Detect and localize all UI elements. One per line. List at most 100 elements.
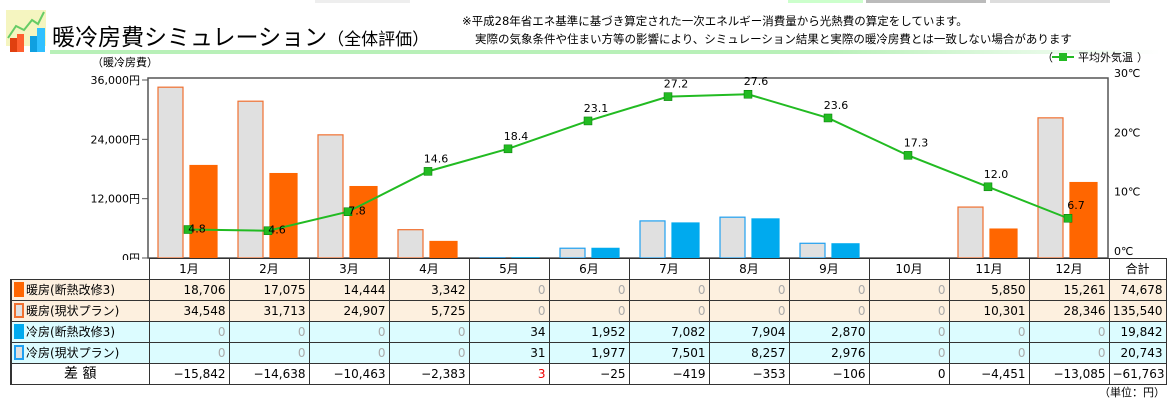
table-cell: 0 [308,342,390,364]
legend-label: 平均外気温 [1078,50,1133,64]
bar-冷房(現状プラン) [799,242,826,259]
bar-冷房(現状プラン) [719,216,746,259]
table-cell: 0 [628,279,710,301]
temperature-point [983,182,993,192]
bar-冷房(断熱改修3) [591,247,620,259]
column-header: 1月 [148,258,230,280]
y2-tick-label: 0℃ [1114,245,1133,258]
row-label-text: 暖房(現状プラン) [26,304,120,318]
table-cell: 34,548 [148,300,230,322]
table-cell: −106 [788,363,870,385]
table-cell: 0 [948,342,1030,364]
table-cell: 0 [308,321,390,343]
row-label: 冷房(断熱改修3) [10,321,150,343]
table-cell: 5,725 [388,300,470,322]
table-cell: 0 [548,279,630,301]
row-label-text: 冷房(断熱改修3) [26,325,115,339]
row-label: 暖房(断熱改修3) [10,279,150,301]
row-label: 暖房(現状プラン) [10,300,150,322]
table-cell: 7,082 [628,321,710,343]
column-header: 2月 [228,258,310,280]
temperature-point [503,144,513,154]
table-cell: 0 [228,342,310,364]
top-tab[interactable] [990,0,1110,3]
bar-冷房(断熱改修3) [751,218,780,259]
table-cell: 0 [788,300,870,322]
temperature-line [187,93,1069,232]
note-line-1: ※平成28年省エネ基準に基づき算定された一次エネルギー消費量から光熱費の算定をし… [462,14,968,28]
temperature-point [343,207,353,216]
y-tick-label: 0円 [122,252,140,260]
table-cell: 8,257 [708,342,790,364]
legend-paren-open: （ [1042,51,1053,64]
bar-暖房(現状プラン) [317,134,344,259]
table-cell: 28,346 [1028,300,1110,322]
table-cell: 7,904 [708,321,790,343]
column-header: 合計 [1108,258,1167,280]
table-cell: 0 [468,300,550,322]
table-cell: 5,850 [948,279,1030,301]
table-cell: 19,842 [1108,321,1167,343]
table-cell: 3,342 [388,279,470,301]
title-text: 暖冷房費シミュレーション [52,25,328,51]
table-row: 暖房(現状プラン) 34,548 31,713 24,907 5,725 0 0 0 0 0 0 10… [10,300,1167,322]
table-cell: 0 [468,279,550,301]
table-cell: 0 [388,342,470,364]
y-axis-title: （暖冷房費） [92,55,158,69]
column-header: 9月 [788,258,870,280]
temperature-label: 27.6 [744,75,769,88]
temperature-point [183,225,193,234]
top-tab[interactable] [866,0,986,3]
top-tab[interactable] [788,0,863,3]
table-row: 冷房(現状プラン) 0 0 0 0 31 1,977 7,501 8,257 2,976 0 0 0 20… [10,342,1167,364]
table-cell: 1,952 [548,321,630,343]
legend-swatch [14,282,24,297]
temperature-label: 27.2 [664,78,689,91]
y2-tick-label: 30℃ [1114,67,1140,80]
table-cell: 0 [868,321,950,343]
row-label-text: 暖房(断熱改修3) [26,283,115,297]
temperature-label: 17.3 [904,136,929,149]
temperature-label: 18.4 [504,130,529,143]
column-header: 6月 [548,258,630,280]
data-table: 1月 2月 3月 4月 5月 6月 7月 8月 9月 10月 11月 12月 合計 暖房(断熱改修3) 18… [10,258,1167,385]
table-cell: 0 [788,279,870,301]
table-cell: 2,976 [788,342,870,364]
temperature-label: 12.0 [984,168,1009,181]
table-cell: 7,501 [628,342,710,364]
row-label-text: 冷房(現状プラン) [26,346,120,360]
legend-marker [1059,53,1067,61]
table-cell: −353 [708,363,790,385]
legend-paren-close: ） [1137,51,1148,64]
temperature-label: 6.7 [1067,199,1085,212]
table-cell: 0 [708,279,790,301]
table-cell: −25 [548,363,630,385]
table-cell: 20,743 [1108,342,1167,364]
temperature-point [663,92,673,101]
temperature-point [263,226,273,235]
top-tab[interactable] [315,0,410,3]
bar-暖房(断熱改修3) [269,172,298,259]
table-cell: 0 [868,363,950,385]
temperature-point [1063,213,1073,223]
bar-暖房(現状プラン) [157,86,184,259]
table-cell: 0 [628,300,710,322]
y2-tick-label: 20℃ [1114,126,1140,139]
table-cell: 18,706 [148,279,230,301]
table-row: 冷房(断熱改修3) 0 0 0 0 34 1,952 7,082 7,904 2,870 0 0 0 19… [10,321,1167,343]
column-header: 7月 [628,258,710,280]
table-cell: −61,763 [1108,363,1167,385]
table-row: 差 額 −15,842 −14,638 −10,463 −2,383 3 −25 −419 −3… [10,363,1167,385]
table-cell: 0 [388,321,470,343]
column-header: 12月 [1028,258,1110,280]
temperature-point [903,151,913,160]
temperature-label: 4.6 [268,224,286,237]
temperature-label: 14.6 [424,152,449,165]
table-cell: 1,977 [548,342,630,364]
temperature-label: 23.1 [584,102,609,115]
table-cell: −2,383 [388,363,470,385]
note-line-2: 実際の気象条件や住まい方等の影響により、シミュレーション結果と実際の暖冷房費とは… [475,32,1072,46]
table-cell: 0 [708,300,790,322]
page-title: 暖冷房費シミュレーション（全体評価） [52,18,429,52]
column-header: 8月 [708,258,790,280]
